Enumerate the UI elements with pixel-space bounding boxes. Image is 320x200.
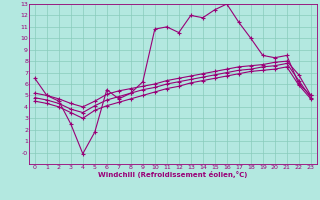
X-axis label: Windchill (Refroidissement éolien,°C): Windchill (Refroidissement éolien,°C) [98, 171, 247, 178]
